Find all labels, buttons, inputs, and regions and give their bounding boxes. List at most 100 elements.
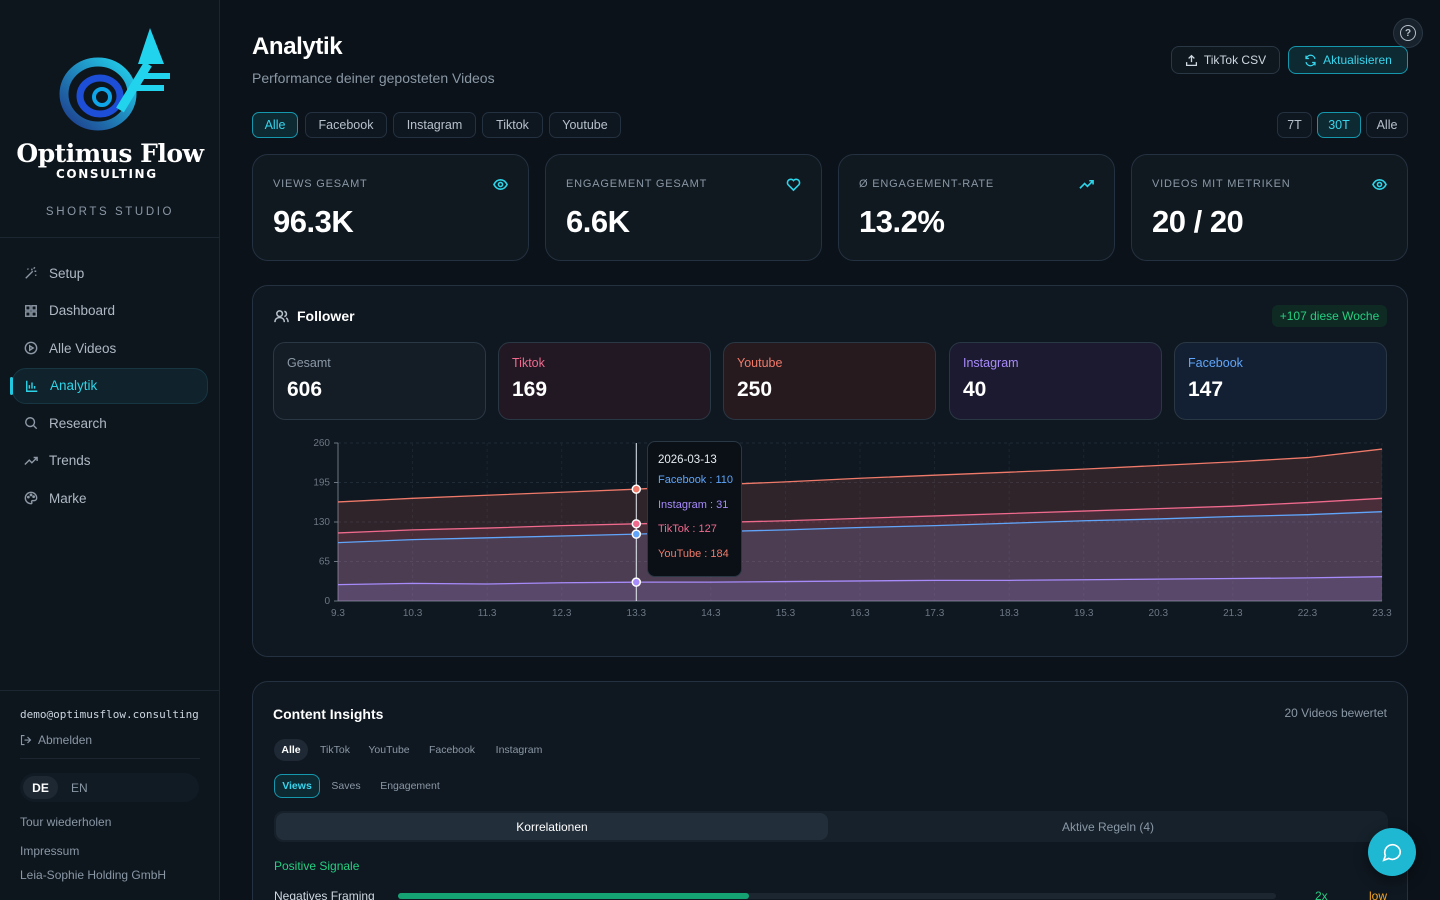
sidebar-item-label: Setup bbox=[49, 265, 85, 281]
x-tick-label: 16.3 bbox=[850, 608, 870, 619]
lang-en-button[interactable]: EN bbox=[71, 780, 88, 795]
trending-icon bbox=[24, 456, 38, 465]
segment-aktive-regeln[interactable]: Aktive Regeln (4) bbox=[1061, 819, 1155, 834]
x-tick-label: 18.3 bbox=[999, 608, 1019, 619]
tooltip-row-instagram: Instagram : 31 bbox=[658, 499, 729, 511]
filter-youtube[interactable]: Youtube bbox=[549, 112, 621, 138]
follower-card-label: Youtube bbox=[737, 356, 783, 370]
refresh-button[interactable]: Aktualisieren bbox=[1288, 46, 1408, 74]
filter-instagram[interactable]: Instagram bbox=[393, 112, 476, 138]
stat-value: 96.3K bbox=[273, 204, 354, 239]
sidebar-item-marke[interactable]: Marke bbox=[12, 480, 208, 516]
follower-card-label: Tiktok bbox=[512, 356, 545, 370]
positive-signals-heading: Positive Signale bbox=[274, 859, 360, 873]
filter-alle[interactable]: Alle bbox=[252, 112, 298, 138]
csv-label: TikTok CSV bbox=[1203, 53, 1267, 67]
sidebar-item-dashboard[interactable]: Dashboard bbox=[12, 293, 208, 329]
insights-tab-alle[interactable]: Alle bbox=[274, 739, 308, 761]
follower-card-label: Instagram bbox=[963, 356, 1019, 370]
segment-korrelationen[interactable]: Korrelationen bbox=[276, 813, 828, 840]
tiktok-csv-button[interactable]: TikTok CSV bbox=[1171, 46, 1280, 74]
tooltip-row-tiktok: TikTok : 127 bbox=[658, 523, 717, 535]
trending-up-icon bbox=[1079, 179, 1094, 189]
insights-tab-tiktok[interactable]: TikTok bbox=[320, 744, 350, 756]
range-30t[interactable]: 30T bbox=[1317, 112, 1361, 138]
chat-button[interactable] bbox=[1368, 828, 1416, 876]
stat-label: VIEWS GESAMT bbox=[273, 178, 368, 190]
page-title: Analytik bbox=[252, 33, 343, 60]
follower-card-label: Gesamt bbox=[287, 356, 331, 370]
follower-card-value: 250 bbox=[737, 378, 773, 401]
impressum-link[interactable]: Impressum bbox=[20, 844, 80, 858]
signal-bar-fill bbox=[398, 893, 750, 899]
series-area-youtube bbox=[338, 449, 1382, 601]
follower-title: Follower bbox=[297, 308, 355, 324]
lang-de-button[interactable]: DE bbox=[23, 776, 58, 799]
range-7t[interactable]: 7T bbox=[1277, 112, 1312, 138]
filter-facebook[interactable]: Facebook bbox=[305, 112, 387, 138]
follower-card-gesamt: Gesamt 606 bbox=[273, 342, 486, 420]
eye-icon bbox=[1372, 179, 1387, 190]
palette-icon bbox=[24, 491, 38, 505]
y-tick-label: 260 bbox=[313, 438, 330, 449]
sidebar-item-label: Research bbox=[49, 415, 107, 431]
logout-icon bbox=[20, 734, 32, 746]
follower-card-facebook: Facebook 147 bbox=[1174, 342, 1387, 420]
insights-title: Content Insights bbox=[273, 706, 384, 722]
help-icon: ? bbox=[1400, 25, 1416, 41]
x-tick-label: 17.3 bbox=[925, 608, 945, 619]
sidebar-item-trends[interactable]: Trends bbox=[12, 443, 208, 479]
divider bbox=[20, 758, 200, 759]
upload-icon bbox=[1185, 54, 1197, 66]
stat-label: VIDEOS MIT METRIKEN bbox=[1152, 178, 1291, 190]
follower-chart[interactable]: 0 65 130 195 260 9.3 10.3 11.3 12.3 13.3 14.3 15.3 1… bbox=[0, 0, 1440, 660]
stat-value: 6.6K bbox=[566, 204, 630, 239]
chat-bubble-icon bbox=[1382, 843, 1402, 862]
brand-sub: CONSULTING bbox=[56, 167, 158, 181]
sidebar: Optimus Flow CONSULTING SHORTS STUDIO Se… bbox=[0, 0, 220, 900]
tour-link[interactable]: Tour wiederholen bbox=[20, 815, 112, 829]
signal-bar bbox=[398, 893, 1276, 899]
help-button[interactable]: ? bbox=[1393, 18, 1423, 48]
account-email: demo@optimusflow.consulting bbox=[20, 708, 199, 721]
metric-tab-saves[interactable]: Saves bbox=[331, 780, 361, 792]
refresh-icon bbox=[1305, 54, 1316, 66]
range-alle[interactable]: Alle bbox=[1366, 112, 1408, 138]
stat-card-videos: VIDEOS MIT METRIKEN 20 / 20 bbox=[1131, 154, 1408, 261]
series-area-tiktok bbox=[338, 498, 1382, 601]
insights-tab-instagram[interactable]: Instagram bbox=[495, 744, 543, 756]
page-subtitle: Performance deiner geposteten Videos bbox=[252, 70, 495, 86]
eye-icon bbox=[493, 179, 508, 190]
sidebar-item-setup[interactable]: Setup bbox=[12, 255, 208, 291]
users-icon bbox=[274, 310, 289, 323]
metric-tab-engagement[interactable]: Engagement bbox=[380, 780, 440, 792]
x-tick-label: 21.3 bbox=[1223, 608, 1243, 619]
filter-tiktok[interactable]: Tiktok bbox=[482, 112, 543, 138]
insights-segment-control: Korrelationen Aktive Regeln (4) bbox=[274, 811, 1388, 842]
metric-tab-views[interactable]: Views bbox=[274, 774, 320, 798]
stat-label: ENGAGEMENT GESAMT bbox=[566, 178, 708, 190]
sidebar-item-analytik[interactable]: Analytik bbox=[10, 367, 208, 404]
tooltip-row-facebook: Facebook : 110 bbox=[658, 474, 734, 486]
insights-tab-youtube[interactable]: YouTube bbox=[368, 744, 410, 756]
x-tick-label: 13.3 bbox=[627, 608, 647, 619]
x-tick-label: 10.3 bbox=[403, 608, 423, 619]
insights-tab-facebook[interactable]: Facebook bbox=[428, 744, 476, 756]
x-tick-label: 11.3 bbox=[478, 608, 497, 619]
hover-dot-tiktok bbox=[631, 519, 642, 529]
y-tick-label: 130 bbox=[313, 517, 330, 528]
sidebar-item-label: Marke bbox=[49, 490, 87, 506]
tooltip-date: 2026-03-13 bbox=[658, 454, 717, 466]
series-area-facebook bbox=[338, 511, 1382, 601]
stat-card-engagement: ENGAGEMENT GESAMT 6.6K bbox=[545, 154, 822, 261]
chart-tooltip: 2026-03-13 Facebook : 110 Instagram : 31… bbox=[647, 441, 742, 577]
follower-card-label: Facebook bbox=[1188, 356, 1243, 370]
logout-link[interactable]: Abmelden bbox=[20, 733, 92, 747]
x-tick-label: 9.3 bbox=[331, 608, 345, 619]
sidebar-item-research[interactable]: Research bbox=[12, 405, 208, 441]
account-area: demo@optimusflow.consulting Abmelden DE … bbox=[0, 690, 220, 900]
sidebar-item-alle-videos[interactable]: Alle Videos bbox=[12, 330, 208, 366]
follower-card-value: 169 bbox=[512, 378, 548, 401]
stat-value: 13.2% bbox=[859, 204, 945, 239]
hover-dot-facebook bbox=[631, 529, 642, 539]
